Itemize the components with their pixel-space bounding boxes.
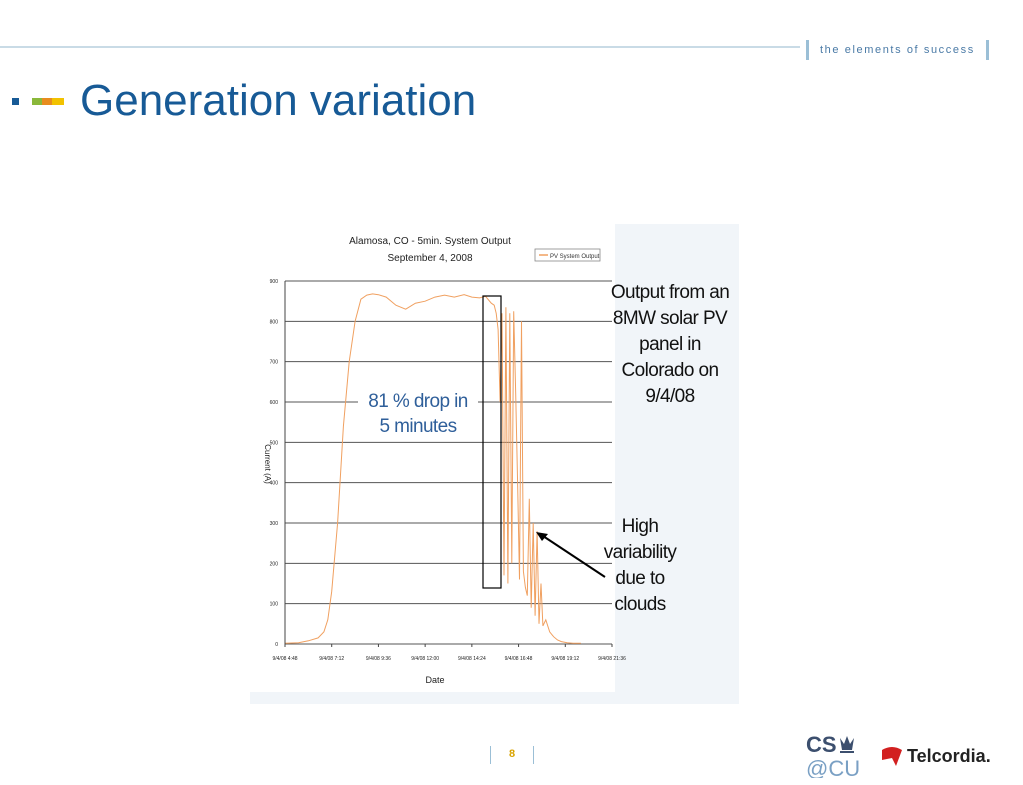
annotation-variability-text: High variability due to clouds: [603, 516, 677, 616]
annotation-output-note: Output from an 8MW solar PV panel in Col…: [610, 280, 730, 410]
header-rule: [0, 46, 800, 48]
annotation-variability: High variability due to clouds: [590, 514, 690, 618]
page-number-area: 8: [490, 744, 534, 766]
x-tick-label: 9/4/08 7:12: [319, 656, 344, 662]
series-line: [284, 293, 581, 644]
title-bullet-yellow: [52, 98, 64, 105]
svg-text:CS: CS: [806, 732, 837, 757]
tagline-left-bar: [806, 40, 809, 60]
annotation-output-note-text: Output from an 8MW solar PV panel in Col…: [610, 282, 730, 408]
legend-box: [534, 248, 601, 262]
chart-image: 0 100 200 300 400 500 600 700 800 900 9/4/08 4:48 9…: [250, 224, 739, 704]
y-tick-label: 800: [270, 319, 279, 325]
page-number: 8: [508, 748, 516, 760]
x-tick-label: 9/4/08 16:48: [505, 656, 533, 662]
annotation-drop-text: 81 % drop in 5 minutes: [368, 391, 468, 437]
legend-entry: PV System Output: [550, 254, 600, 260]
annotation-drop: 81 % drop in 5 minutes: [358, 390, 478, 440]
page-number-left-bar: [490, 746, 491, 764]
y-tick-label: 900: [270, 279, 279, 285]
y-tick-label: 300: [270, 521, 279, 527]
variability-arrow-line: [539, 533, 606, 578]
x-tick-label: 9/4/08 14:24: [458, 656, 486, 662]
y-tick-label: 100: [270, 602, 279, 608]
chart-subtitle: September 4, 2008: [387, 253, 472, 264]
x-tick-label: 9/4/08 4:48: [272, 656, 297, 662]
title-bullet-green: [32, 98, 42, 105]
tagline: the elements of success: [820, 44, 975, 56]
y-tick-label: 0: [275, 642, 278, 648]
y-tick-label: 600: [270, 400, 279, 406]
y-tick-label: 500: [270, 440, 279, 446]
x-axis-label: Date: [425, 675, 444, 685]
telcordia-logo: Telcordia.: [882, 746, 991, 766]
cs-columbia-logo: CS @CU: [806, 732, 860, 778]
page-title: Generation variation: [80, 76, 477, 125]
y-tick-label: 400: [270, 481, 279, 487]
title-bullet-blue: [12, 98, 19, 105]
y-axis-label: Current (A): [263, 444, 272, 484]
tagline-right-bar: [986, 40, 989, 60]
chart-title: Alamosa, CO - 5min. System Output: [349, 236, 511, 247]
svg-text:@CU: @CU: [806, 756, 860, 778]
x-tick-label: 9/4/08 9:36: [366, 656, 391, 662]
svg-text:Telcordia.: Telcordia.: [907, 746, 991, 766]
chart-plot-panel: [250, 224, 615, 692]
x-tick-label: 9/4/08 19:12: [551, 656, 579, 662]
chart: 0 100 200 300 400 500 600 700 800 900 9/4/08 4:48 9…: [250, 224, 739, 704]
title-bullet-orange: [42, 98, 52, 105]
x-tick-label: 9/4/08 21:36: [598, 656, 626, 662]
page-number-right-bar: [533, 746, 534, 764]
drop-highlight-box: [482, 295, 502, 589]
variability-arrow-head: [536, 532, 548, 541]
y-tick-label: 700: [270, 360, 279, 366]
x-tick-label: 9/4/08 12:00: [411, 656, 439, 662]
y-tick-label: 200: [270, 561, 279, 567]
